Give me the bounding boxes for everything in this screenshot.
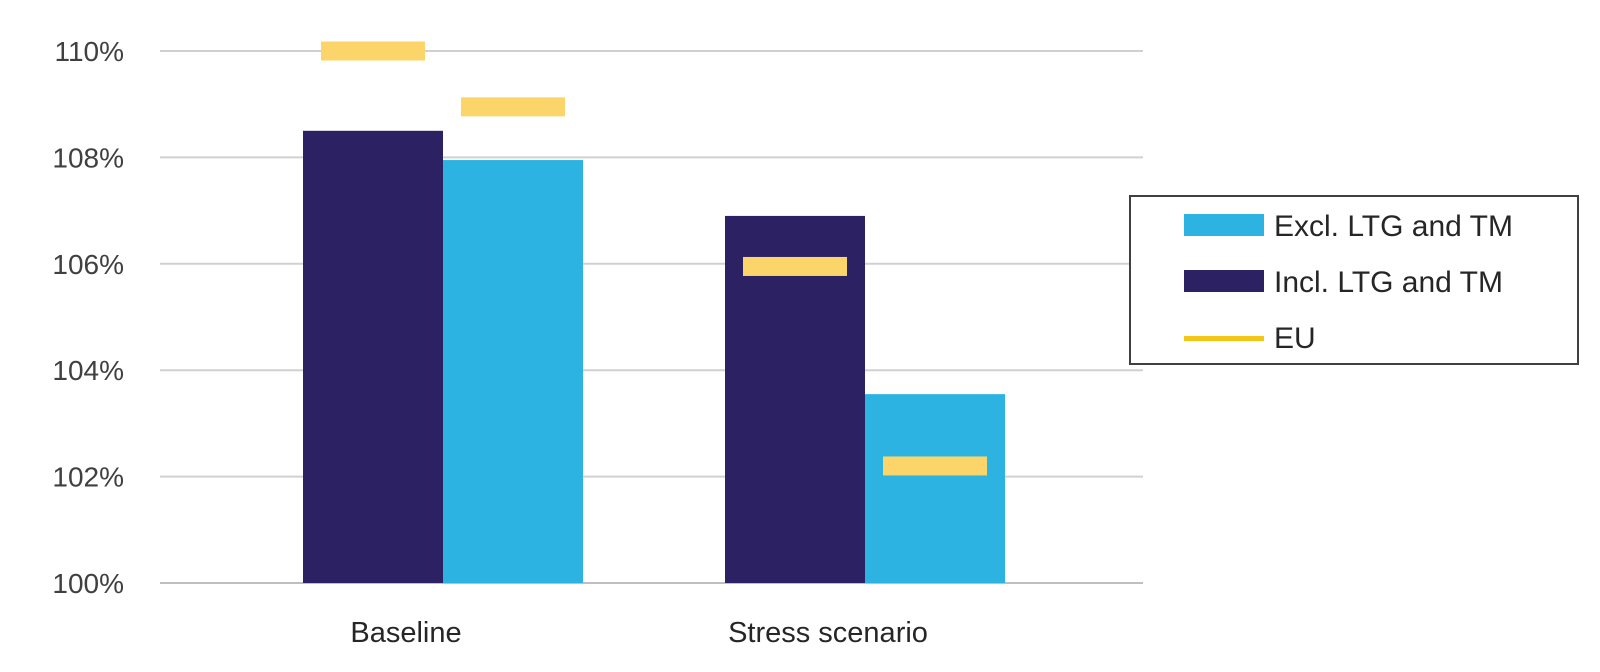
legend-label-incl: Incl. LTG and TM: [1274, 266, 1503, 299]
bar-excl-baseline: [443, 160, 583, 583]
x-category-label: Baseline: [350, 617, 461, 649]
legend-swatch-eu: [1184, 336, 1264, 341]
y-tick-label: 106%: [52, 249, 124, 280]
legend: Excl. LTG and TM Incl. LTG and TM EU: [1129, 195, 1579, 365]
y-tick-label: 108%: [52, 142, 124, 173]
y-tick-label: 110%: [54, 36, 124, 67]
legend-label-excl: Excl. LTG and TM: [1274, 210, 1513, 243]
bar-excl-stress: [865, 394, 1005, 583]
eu-marker-incl-stress: [743, 256, 847, 276]
legend-swatch-incl: [1184, 270, 1264, 292]
legend-label-eu: EU: [1274, 322, 1316, 355]
eu-marker-excl-baseline: [461, 97, 565, 117]
eu-marker-excl-stress: [883, 456, 987, 476]
legend-swatch-excl: [1184, 214, 1264, 236]
eu-markers: [321, 41, 987, 476]
x-category-label: Stress scenario: [728, 617, 928, 649]
y-tick-label: 104%: [52, 355, 124, 386]
bar-incl-stress: [725, 215, 865, 584]
x-axis: Baseline Stress scenario: [350, 617, 928, 649]
eu-marker-incl-baseline: [321, 41, 425, 61]
y-axis: 100% 102% 104% 106% 108% 110%: [52, 36, 124, 599]
bar-incl-baseline: [303, 130, 443, 584]
bars: [303, 130, 1005, 584]
y-tick-label: 100%: [52, 568, 124, 599]
y-tick-label: 102%: [52, 462, 124, 493]
